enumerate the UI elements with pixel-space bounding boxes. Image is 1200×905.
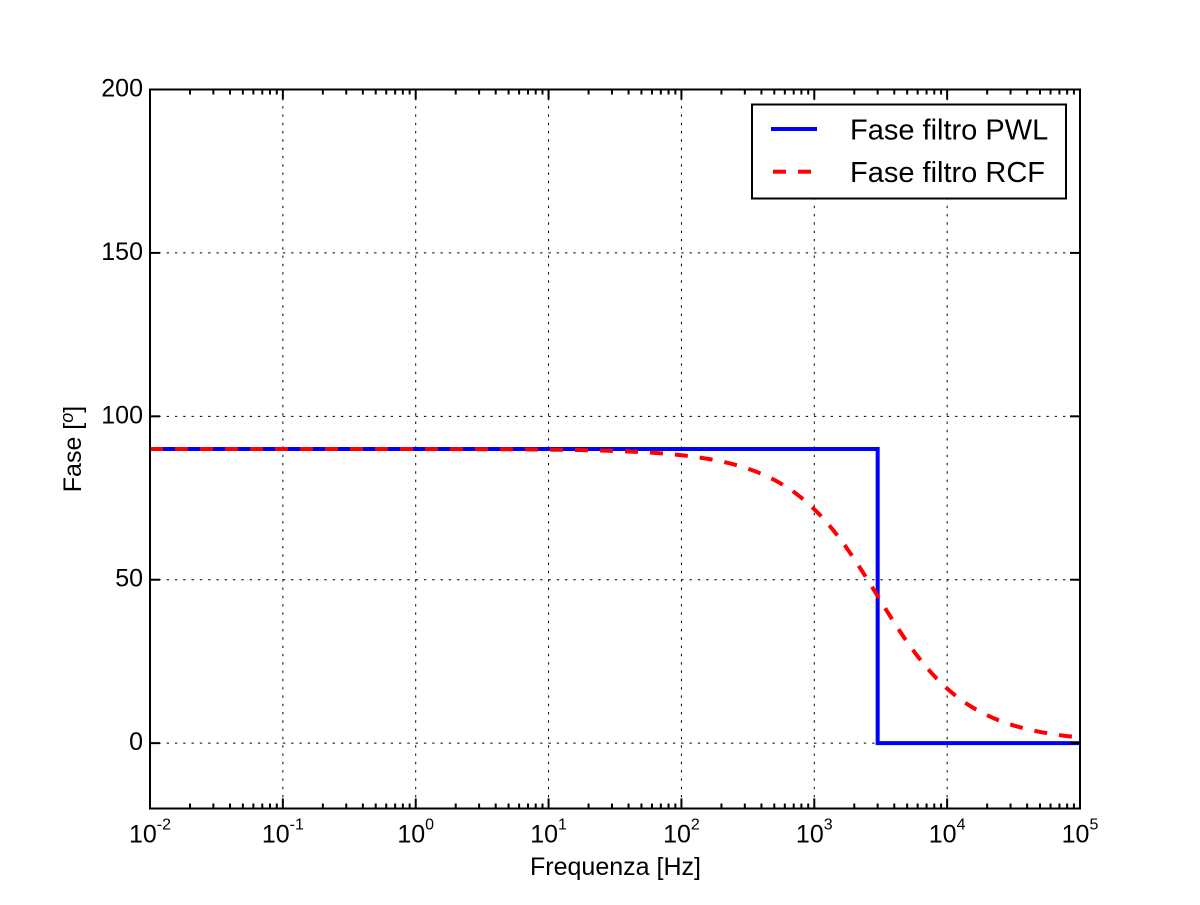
svg-text:0: 0: [129, 728, 143, 756]
svg-text:Fase filtro RCF: Fase filtro RCF: [850, 157, 1045, 189]
svg-text:100: 100: [101, 401, 143, 429]
svg-text:Frequenza [Hz]: Frequenza [Hz]: [530, 853, 701, 881]
svg-text:101: 101: [530, 816, 567, 848]
svg-text:50: 50: [115, 565, 143, 593]
svg-text:150: 150: [101, 238, 143, 266]
svg-text:200: 200: [101, 75, 143, 103]
svg-text:Fase filtro PWL: Fase filtro PWL: [850, 114, 1048, 146]
